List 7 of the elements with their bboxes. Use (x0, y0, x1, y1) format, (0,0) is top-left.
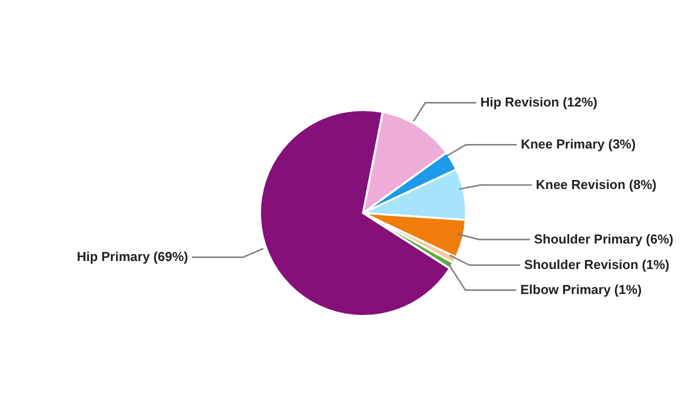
slice-label: Knee Primary (3%) (520, 136, 636, 152)
slice-label: Hip Revision (12%) (480, 94, 598, 110)
slice-label: Shoulder Primary (6%) (534, 232, 674, 247)
slice-label: Hip Primary (69%) (76, 249, 188, 264)
slice-label: Shoulder Revision (1%) (524, 257, 670, 272)
slice-label: Knee Revision (8%) (536, 177, 657, 192)
slice-label: Elbow Primary (1%) (520, 282, 642, 298)
